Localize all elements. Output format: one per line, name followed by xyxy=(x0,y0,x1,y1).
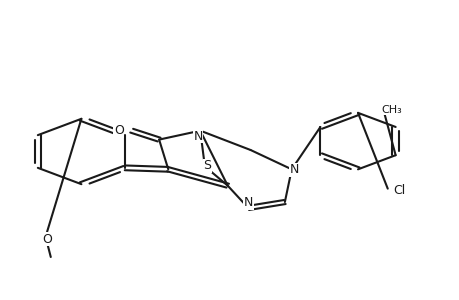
Text: N: N xyxy=(193,130,202,142)
Text: N: N xyxy=(243,196,252,209)
Text: S: S xyxy=(203,159,211,172)
Text: N: N xyxy=(289,164,298,176)
Text: Cl: Cl xyxy=(392,184,404,196)
Text: O: O xyxy=(42,233,52,246)
Text: O: O xyxy=(114,124,123,137)
Text: CH₃: CH₃ xyxy=(380,105,401,115)
